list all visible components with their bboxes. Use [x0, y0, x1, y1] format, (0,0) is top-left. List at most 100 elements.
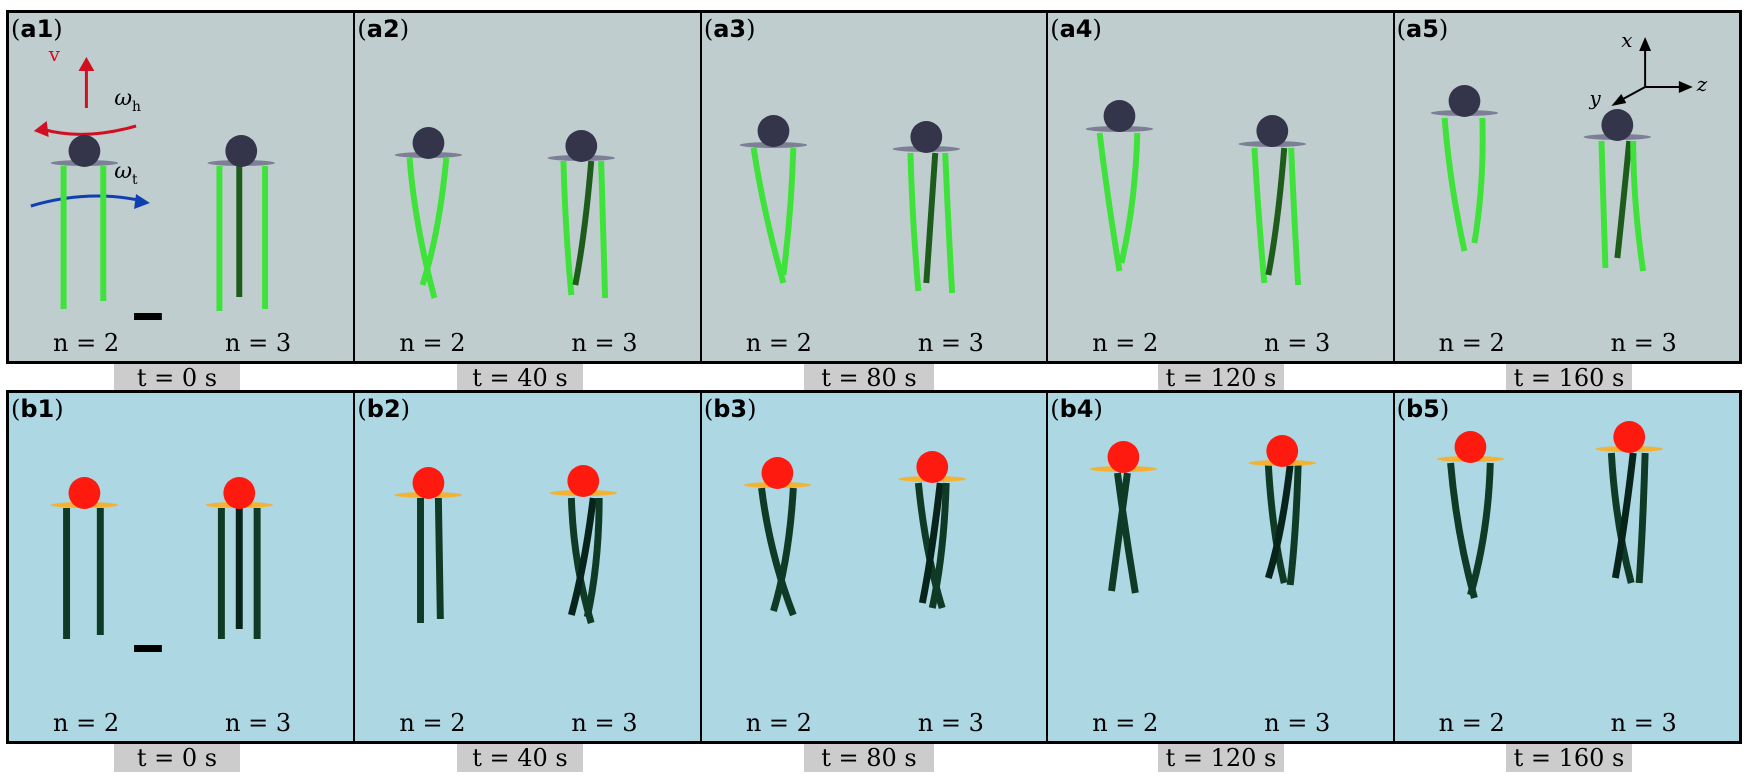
panel-label: (b1) [11, 395, 64, 423]
left-caption: n = 2 [399, 329, 466, 357]
head [1448, 85, 1480, 117]
flagellum [568, 497, 598, 616]
head [1454, 431, 1486, 463]
panel-a5: x z y (a5) n = 2 n = 3 [1395, 13, 1739, 361]
panel-label: (b4) [1050, 395, 1103, 423]
head [1612, 421, 1645, 453]
right-caption: n = 3 [917, 329, 984, 357]
flagellum [907, 152, 922, 292]
panel-a2-scene [395, 127, 616, 299]
time-label: t = 120 s [1158, 364, 1284, 392]
left-caption: n = 2 [1092, 329, 1159, 357]
flagellum [1441, 117, 1468, 252]
flagellum [1471, 117, 1486, 244]
omega-h-arrowhead [33, 121, 49, 137]
flagellum [1108, 472, 1132, 592]
axis-y-label: y [1588, 87, 1601, 110]
time-label: t = 40 s [457, 364, 583, 392]
head [68, 477, 101, 509]
head [761, 457, 794, 489]
panel-a1-scene: v ωh ωt [30, 43, 275, 320]
flagellum [1265, 464, 1288, 584]
right-caption: n = 3 [1264, 329, 1331, 357]
flagellum [407, 157, 438, 299]
panel-b5: (b5) n = 2 n = 3 [1395, 393, 1739, 741]
omega-h-arrow [41, 124, 137, 136]
flagellum [923, 152, 939, 284]
head [1256, 115, 1289, 147]
y-axis-arrowhead [1610, 94, 1626, 106]
flagellum [572, 160, 595, 286]
flagellum [420, 157, 450, 286]
row-a: v ωh ωt (a1) n = 2 n = 3 [6, 10, 1742, 364]
right-caption: n = 3 [571, 329, 638, 357]
axis-x-label: x [1621, 29, 1632, 52]
left-caption: n = 2 [1438, 709, 1505, 737]
panel-label: (b3) [703, 395, 757, 423]
panel-label: (a2) [357, 15, 410, 43]
head [223, 477, 256, 509]
right-caption: n = 3 [1264, 709, 1331, 737]
flagellum [750, 147, 787, 284]
right-caption: n = 3 [571, 709, 638, 737]
flagellum [918, 482, 944, 604]
left-caption: n = 2 [53, 709, 120, 737]
time-label: t = 80 s [804, 744, 934, 772]
panel-label: (a5) [1396, 15, 1449, 43]
time-label: t = 80 s [804, 364, 934, 392]
head [1601, 109, 1633, 141]
head [567, 465, 600, 497]
panel-a5-scene: x z y [1430, 29, 1707, 272]
scale-bar [134, 313, 162, 320]
time-label: t = 160 s [1506, 364, 1632, 392]
flagellum [757, 487, 797, 617]
left-caption: n = 2 [399, 709, 466, 737]
omega-t-arrowhead [134, 194, 150, 209]
left-caption: n = 2 [1438, 329, 1505, 357]
panel-label: (b5) [1396, 395, 1450, 423]
panel-a3: (a3) n = 2 n = 3 [702, 13, 1049, 361]
flagellum [780, 147, 797, 276]
velocity-label: v [48, 43, 61, 66]
flagellum [1613, 140, 1632, 259]
flagellum [1251, 147, 1268, 284]
time-label: t = 0 s [114, 364, 240, 392]
flagellum [914, 482, 946, 610]
flagellum [1607, 452, 1635, 584]
flagellum [584, 497, 604, 618]
panel-b4: (b4) n = 2 n = 3 [1048, 393, 1395, 741]
panel-b1-scene [50, 477, 274, 652]
panel-a2: (a2) n = 2 n = 3 [355, 13, 702, 361]
flagellum [1611, 452, 1637, 579]
x-axis-arrowhead [1638, 37, 1651, 51]
flagellum [435, 497, 445, 620]
flagellum [1114, 472, 1139, 594]
left-caption: n = 2 [745, 709, 812, 737]
omega-t-arrow [30, 194, 144, 208]
panel-b4-scene [1089, 435, 1317, 594]
head [412, 467, 445, 499]
flagellum [1446, 462, 1478, 599]
head [1103, 100, 1136, 132]
head [412, 127, 445, 159]
right-caption: n = 3 [225, 709, 292, 737]
panel-b2: (b2) n = 2 n = 3 [355, 393, 702, 741]
flagellum [1466, 462, 1494, 596]
scale-bar [134, 645, 162, 652]
head [1107, 441, 1140, 473]
left-caption: n = 2 [53, 329, 120, 357]
time-label: t = 160 s [1506, 744, 1632, 772]
flagellum [1286, 464, 1302, 586]
panel-b3: (b3) n = 2 n = 3 [702, 393, 1049, 741]
right-caption: n = 3 [225, 329, 292, 357]
z-axis-arrowhead [1678, 81, 1693, 93]
velocity-arrowhead [78, 57, 95, 71]
time-label: t = 40 s [457, 744, 583, 772]
flagellum [1118, 132, 1141, 264]
omega-t-label: ωt [114, 159, 138, 188]
right-caption: n = 3 [1610, 709, 1677, 737]
flagellum [942, 152, 955, 294]
flagellum [928, 482, 950, 609]
panel-a4-scene [1085, 100, 1307, 286]
left-caption: n = 2 [745, 329, 812, 357]
